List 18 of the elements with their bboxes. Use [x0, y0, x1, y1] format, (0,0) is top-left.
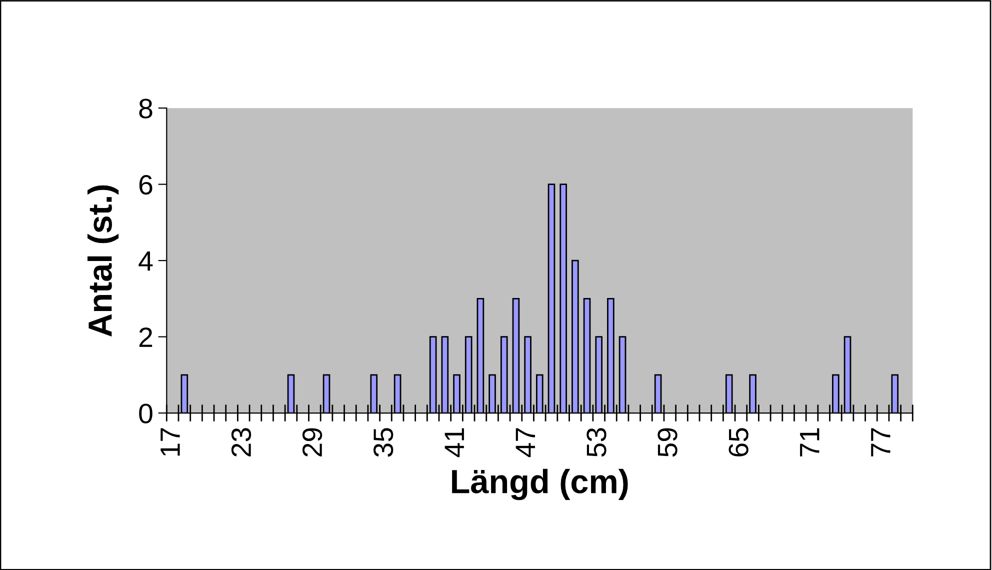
x-tick-label: 53: [586, 428, 606, 457]
y-tick-label: 4: [138, 252, 153, 271]
x-tick-label: 77: [871, 428, 890, 456]
x-tick-label: 71: [800, 428, 820, 456]
y-tick-label: 0: [139, 404, 152, 424]
x-tick-label: 23: [231, 428, 252, 456]
x-tick-label: 17: [160, 428, 180, 456]
y-tick-label: 2: [139, 327, 152, 347]
x-tick-label: 65: [728, 428, 748, 456]
x-tick-label: 47: [516, 428, 535, 458]
y-tick-label: 6: [139, 174, 152, 195]
x-axis-title: Längd (cm): [452, 468, 628, 500]
x-tick-label: 35: [374, 428, 394, 457]
y-tick-label: 8: [139, 98, 152, 118]
x-tick-label: 41: [444, 428, 464, 458]
x-tick-label: 59: [658, 428, 678, 457]
x-tick-label: 29: [302, 428, 322, 456]
y-axis-title: Antal (st.): [87, 185, 119, 337]
